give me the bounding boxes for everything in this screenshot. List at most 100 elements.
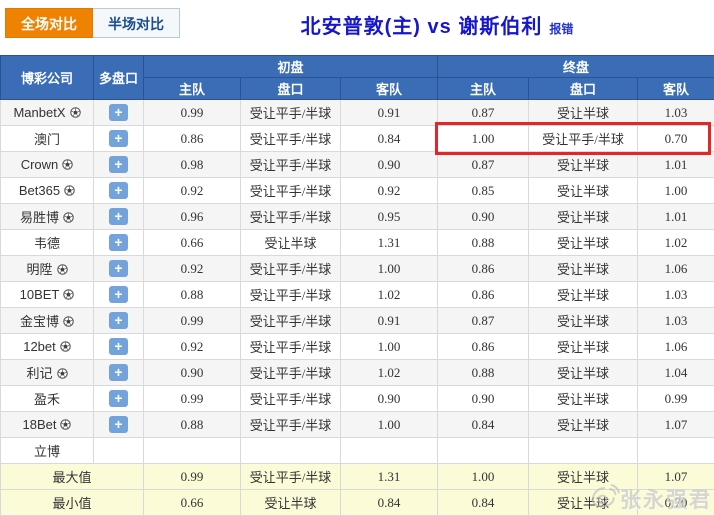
column-header-company: 博彩公司 xyxy=(0,55,94,100)
init-away-odds: 0.90 xyxy=(339,151,439,178)
tab-half-match[interactable]: 半场对比 xyxy=(93,8,180,38)
final-home-odds: 0.85 xyxy=(437,177,530,204)
multi-handicap-cell: + xyxy=(93,99,144,126)
final-away-odds: 1.03 xyxy=(637,281,714,308)
table-row: 易胜博 +0.96 受让平手/半球 0.95 0.90 受让半球 1.01 xyxy=(0,203,714,230)
report-error-link[interactable]: 报错 xyxy=(549,22,574,36)
table-row: 12bet +0.92 受让平手/半球 1.00 0.86 受让半球 1.06 xyxy=(0,333,714,360)
final-away-odds: 1.01 xyxy=(637,151,714,178)
soccer-ball-icon xyxy=(63,211,74,226)
company-name: Bet365 xyxy=(0,177,94,204)
expand-odds-button[interactable]: + xyxy=(109,104,128,121)
init-handicap: 受让平手/半球 xyxy=(240,125,341,152)
final-handicap: 受让半球 xyxy=(528,255,639,282)
summary-label: 最大值 xyxy=(0,463,144,490)
final-home-odds: 0.87 xyxy=(437,99,530,126)
soccer-ball-icon xyxy=(56,263,68,278)
init-handicap: 受让平手/半球 xyxy=(240,151,341,178)
final-away-odds: 1.01 xyxy=(637,203,714,230)
final-handicap: 受让平手/半球 xyxy=(528,125,639,152)
final-away-odds: 1.04 xyxy=(637,359,714,386)
soccer-ball-icon xyxy=(56,367,68,382)
final-handicap: 受让半球 xyxy=(528,489,639,516)
table-row: 明陞 +0.92 受让平手/半球 1.00 0.86 受让半球 1.06 xyxy=(0,255,714,282)
company-name: 12bet xyxy=(0,333,94,360)
init-handicap: 受让平手/半球 xyxy=(240,177,341,204)
column-header-init-home: 主队 xyxy=(143,77,241,100)
soccer-ball-icon xyxy=(60,418,72,433)
init-away-odds: 0.84 xyxy=(339,125,439,152)
soccer-ball-icon xyxy=(64,184,75,199)
expand-odds-button[interactable]: + xyxy=(109,338,128,355)
final-home-odds: 1.00 xyxy=(437,463,530,490)
multi-handicap-cell: + xyxy=(93,125,144,152)
init-handicap: 受让平手/半球 xyxy=(240,307,341,334)
tab-full-match[interactable]: 全场对比 xyxy=(5,8,93,38)
page-title: 北安普敦(主) vs 谢斯伯利 xyxy=(300,16,543,38)
init-home-odds: 0.86 xyxy=(143,125,241,152)
expand-odds-button[interactable]: + xyxy=(109,364,128,381)
init-away-odds: 0.91 xyxy=(339,99,439,126)
init-home-odds: 0.92 xyxy=(143,177,241,204)
soccer-ball-icon xyxy=(69,106,81,121)
init-home-odds: 0.99 xyxy=(143,463,241,490)
top-bar: 全场对比 半场对比 北安普敦(主) vs 谢斯伯利 报错 xyxy=(0,0,714,55)
final-home-odds xyxy=(437,437,530,464)
final-home-odds: 0.84 xyxy=(437,489,530,516)
init-away-odds: 1.31 xyxy=(339,463,439,490)
final-home-odds: 0.86 xyxy=(437,255,530,282)
soccer-ball-icon xyxy=(59,340,71,355)
init-handicap: 受让平手/半球 xyxy=(240,463,341,490)
expand-odds-button[interactable]: + xyxy=(109,182,128,199)
multi-handicap-cell xyxy=(93,437,144,464)
expand-odds-button[interactable]: + xyxy=(109,156,128,173)
final-away-odds: 1.00 xyxy=(637,177,714,204)
final-away-odds: 0.70 xyxy=(637,489,714,516)
table-row: Bet365 +0.92 受让平手/半球 0.92 0.85 受让半球 1.00 xyxy=(0,177,714,204)
expand-odds-button[interactable]: + xyxy=(109,286,128,303)
final-handicap: 受让半球 xyxy=(528,151,639,178)
expand-odds-button[interactable]: + xyxy=(109,390,128,407)
column-header-multi-handicap: 多盘口 xyxy=(93,55,144,100)
final-away-odds: 1.06 xyxy=(637,255,714,282)
column-header-final-handicap: 盘口 xyxy=(528,77,639,100)
final-away-odds: 1.06 xyxy=(637,333,714,360)
column-group-final-odds: 终盘 xyxy=(437,55,714,78)
multi-handicap-cell: + xyxy=(93,229,144,256)
final-away-odds: 1.02 xyxy=(637,229,714,256)
expand-odds-button[interactable]: + xyxy=(109,208,128,225)
init-away-odds: 0.84 xyxy=(339,489,439,516)
expand-odds-button[interactable]: + xyxy=(109,130,128,147)
init-home-odds xyxy=(143,437,241,464)
multi-handicap-cell: + xyxy=(93,151,144,178)
final-home-odds: 0.90 xyxy=(437,385,530,412)
multi-handicap-cell: + xyxy=(93,255,144,282)
final-handicap: 受让半球 xyxy=(528,281,639,308)
odds-comparison-table: 博彩公司 多盘口 初盘 终盘 主队 盘口 客队 主队 盘口 客队 ManbetX… xyxy=(0,55,714,516)
init-handicap: 受让平手/半球 xyxy=(240,411,341,438)
expand-odds-button[interactable]: + xyxy=(109,416,128,433)
column-header-final-away: 客队 xyxy=(637,77,714,100)
expand-odds-button[interactable]: + xyxy=(109,312,128,329)
final-handicap xyxy=(528,437,639,464)
company-name: Crown xyxy=(0,151,94,178)
init-handicap: 受让半球 xyxy=(240,489,341,516)
final-home-odds: 0.86 xyxy=(437,281,530,308)
comparison-tabs: 全场对比 半场对比 xyxy=(5,8,180,38)
final-home-odds: 0.86 xyxy=(437,333,530,360)
init-handicap: 受让平手/半球 xyxy=(240,255,341,282)
init-away-odds: 0.92 xyxy=(339,177,439,204)
company-name: ManbetX xyxy=(0,99,94,126)
init-home-odds: 0.99 xyxy=(143,99,241,126)
final-handicap: 受让半球 xyxy=(528,385,639,412)
expand-odds-button[interactable]: + xyxy=(109,260,128,277)
soccer-ball-icon xyxy=(62,158,74,173)
company-name: 立博 xyxy=(0,437,94,464)
final-home-odds: 0.84 xyxy=(437,411,530,438)
final-home-odds: 0.88 xyxy=(437,359,530,386)
expand-odds-button[interactable]: + xyxy=(109,234,128,251)
multi-handicap-cell: + xyxy=(93,203,144,230)
company-name: 易胜博 xyxy=(0,203,94,230)
company-name: 明陞 xyxy=(0,255,94,282)
init-away-odds: 0.91 xyxy=(339,307,439,334)
